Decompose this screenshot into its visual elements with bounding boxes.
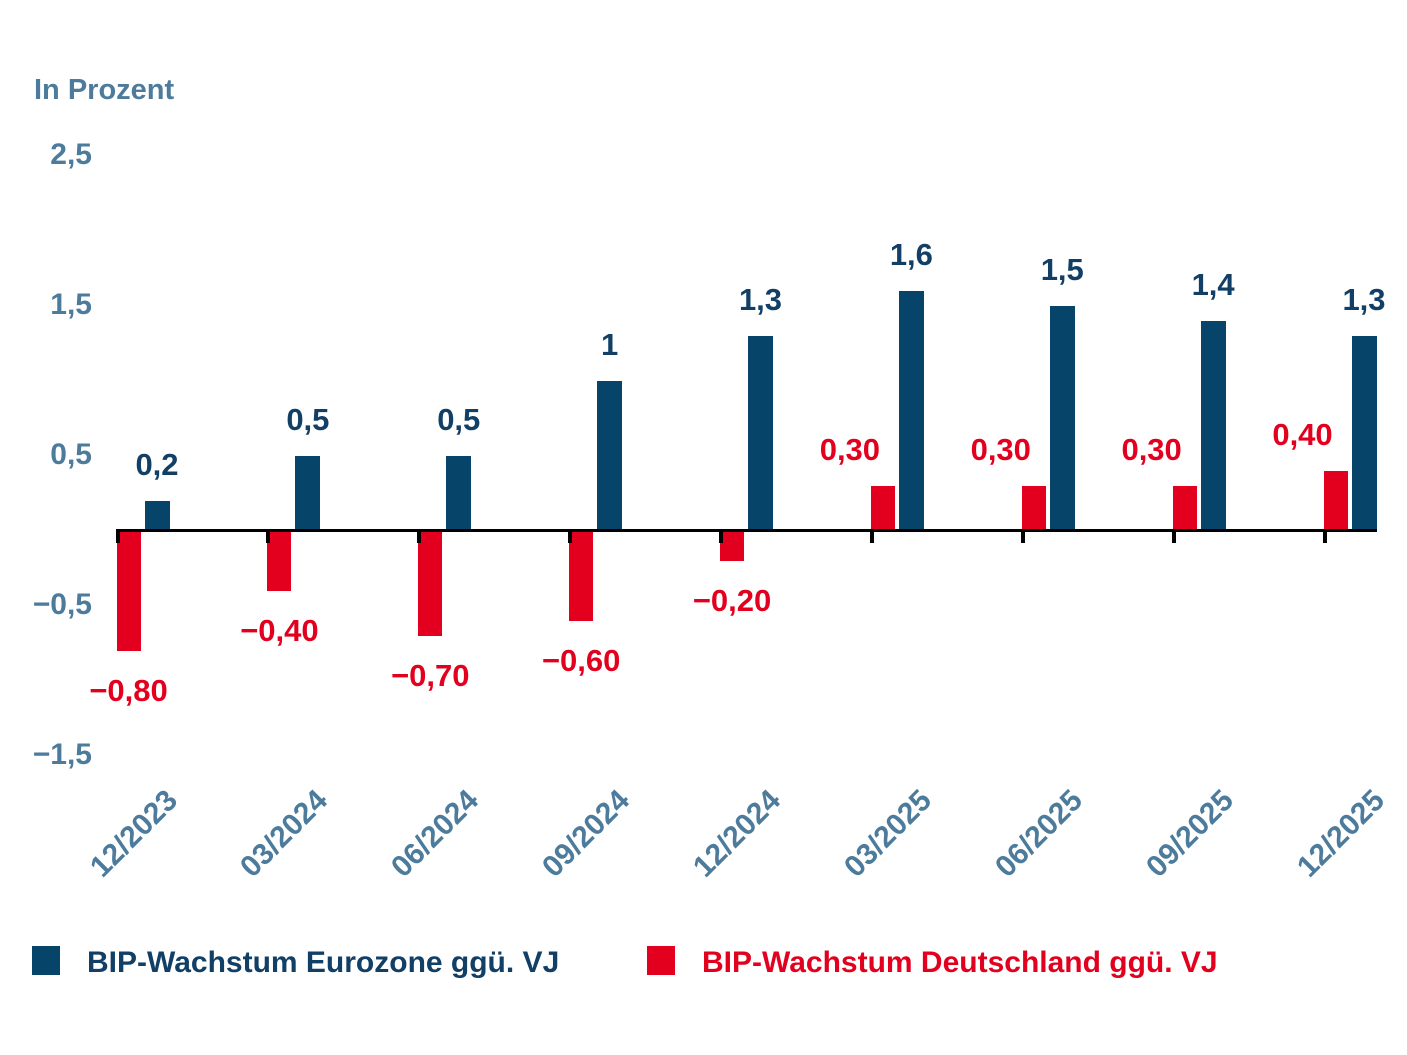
bar-eurozone: [295, 456, 321, 531]
legend-label-eurozone: BIP-Wachstum Eurozone ggü. VJ: [87, 946, 560, 979]
y-tick-label: 1,5: [50, 288, 92, 321]
x-axis-tick: [417, 529, 422, 543]
bar-deutschland: [1323, 471, 1348, 531]
bar-eurozone: [1200, 321, 1226, 531]
x-axis-tick: [1020, 529, 1025, 543]
bar-eurozone: [144, 501, 170, 531]
value-label-eurozone: 1,3: [1342, 282, 1386, 317]
x-axis-tick: [266, 529, 271, 543]
x-axis-tick: [568, 529, 573, 543]
bar-eurozone: [446, 456, 472, 531]
bar-eurozone: [597, 381, 623, 531]
value-label-deutschland: 0,40: [1272, 417, 1333, 452]
value-label-deutschland: −0,20: [692, 583, 772, 618]
x-axis-label: 12/2023: [83, 783, 184, 884]
bar-deutschland: [418, 531, 443, 636]
x-axis-label: 09/2025: [1139, 783, 1240, 884]
x-axis-tick: [1322, 529, 1327, 543]
value-label-eurozone: 1,4: [1191, 267, 1235, 302]
y-tick-label: −0,5: [32, 588, 92, 621]
value-label-eurozone: 1,5: [1040, 252, 1084, 287]
value-label-deutschland: −0,60: [541, 643, 621, 678]
y-tick-label: 2,5: [50, 138, 92, 171]
x-axis-tick: [719, 529, 723, 543]
x-axis-tick: [115, 529, 120, 543]
value-label-eurozone: 1,3: [738, 282, 783, 317]
y-tick-label: −1,5: [32, 738, 92, 771]
x-axis-label: 03/2024: [234, 783, 335, 884]
value-label-deutschland: −0,40: [240, 613, 319, 648]
y-tick-label: 0,5: [50, 438, 92, 471]
x-axis-label: 06/2025: [988, 783, 1089, 884]
value-label-eurozone: 1: [601, 327, 619, 362]
value-label-deutschland: −0,80: [89, 673, 168, 708]
value-label-deutschland: 0,30: [819, 432, 881, 467]
bar-deutschland: [1021, 486, 1046, 531]
x-axis-line: [116, 529, 1377, 532]
bar-deutschland: [267, 531, 292, 591]
bar-deutschland: [1172, 486, 1197, 531]
value-label-deutschland: 0,30: [1121, 432, 1182, 467]
value-label-deutschland: −0,70: [391, 658, 470, 693]
y-axis-title: In Prozent: [34, 74, 175, 106]
value-label-eurozone: 0,5: [286, 402, 330, 437]
x-axis-tick: [869, 529, 874, 543]
legend: BIP-Wachstum Eurozone ggü. VJ BIP-Wachst…: [0, 944, 1407, 984]
x-axis-label: 09/2024: [536, 783, 637, 884]
bar-eurozone: [1049, 306, 1075, 531]
legend-label-deutschland: BIP-Wachstum Deutschland ggü. VJ: [702, 946, 1218, 979]
x-axis-label: 12/2025: [1290, 783, 1391, 884]
value-label-deutschland: 0,30: [970, 432, 1031, 467]
bar-deutschland: [116, 531, 141, 651]
x-axis-tick: [1171, 529, 1176, 543]
bar-deutschland: [870, 486, 895, 531]
bar-eurozone: [748, 336, 773, 531]
value-label-eurozone: 1,6: [889, 237, 933, 272]
value-label-eurozone: 0,5: [437, 402, 481, 437]
bar-deutschland: [720, 531, 744, 561]
bar-eurozone: [898, 291, 924, 531]
x-axis-label: 03/2025: [837, 783, 938, 884]
bar-eurozone: [1351, 336, 1377, 531]
bar-deutschland: [569, 531, 594, 621]
x-axis-label: 06/2024: [385, 783, 486, 884]
x-axis-label: 12/2024: [687, 783, 788, 884]
eurozone-swatch-icon: [32, 946, 60, 975]
deutschland-swatch-icon: [647, 946, 675, 975]
value-label-eurozone: 0,2: [135, 447, 179, 482]
